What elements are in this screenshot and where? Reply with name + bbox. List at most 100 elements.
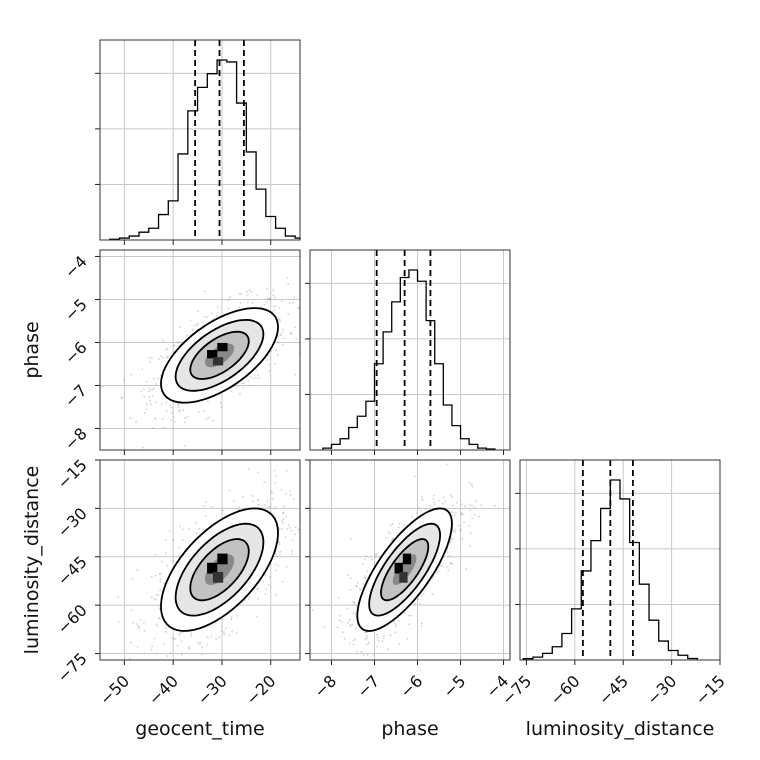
sample-point (315, 516, 317, 518)
y-tick-label: −7 (61, 381, 91, 411)
sample-point (352, 612, 355, 615)
sample-point (194, 521, 197, 524)
sample-point (283, 337, 286, 340)
sample-point (449, 562, 452, 565)
sample-point (285, 565, 288, 568)
sample-point (202, 321, 205, 324)
sample-point (198, 410, 200, 413)
sample-point (150, 357, 153, 360)
sample-point (153, 387, 155, 390)
sample-point (151, 395, 154, 398)
sample-point (337, 596, 340, 599)
sample-point (252, 500, 255, 503)
sample-point (359, 588, 361, 590)
sample-point (461, 538, 463, 541)
sample-point (363, 664, 365, 666)
sample-point (257, 503, 259, 506)
sample-point (441, 565, 444, 568)
sample-point (471, 485, 474, 488)
sample-point (468, 545, 471, 547)
sample-point (197, 641, 200, 644)
sample-point (270, 490, 272, 493)
sample-point (130, 609, 133, 612)
sample-point (198, 528, 201, 530)
sample-point (242, 386, 245, 389)
sample-point (275, 505, 277, 508)
sample-point (398, 643, 401, 646)
sample-point (448, 554, 451, 557)
sample-point (473, 506, 476, 509)
sample-point (142, 446, 145, 449)
sample-point (290, 333, 293, 336)
sample-point (258, 377, 260, 379)
sample-point (160, 560, 163, 563)
sample-point (229, 296, 232, 298)
sample-point (101, 386, 104, 388)
sample-point (292, 498, 295, 501)
sample-point (143, 652, 146, 655)
sample-point (155, 383, 157, 385)
sample-point (129, 417, 132, 420)
sample-point (200, 653, 203, 656)
sample-point (137, 624, 140, 627)
sample-point (298, 307, 300, 310)
sample-point (312, 315, 314, 317)
sample-point (367, 642, 370, 645)
sample-point (280, 331, 283, 334)
sample-point (355, 627, 357, 630)
sample-point (420, 625, 423, 628)
sample-point (432, 575, 435, 578)
sample-point (460, 512, 462, 515)
sample-point (392, 537, 395, 540)
sample-point (139, 618, 142, 621)
sample-point (210, 312, 213, 315)
sample-point (442, 502, 444, 505)
sample-point (364, 638, 367, 640)
sample-point (207, 400, 209, 403)
sample-point (339, 614, 341, 617)
axes-frame (99, 459, 301, 661)
sample-point (454, 528, 457, 531)
sample-point (169, 652, 171, 654)
sample-point (391, 538, 394, 541)
sample-point (273, 469, 276, 472)
sample-point (165, 356, 168, 359)
sample-point (158, 358, 160, 361)
sample-point (285, 492, 287, 495)
sample-point (338, 619, 341, 621)
sample-point (242, 495, 245, 498)
sample-point (154, 553, 157, 556)
sample-point (280, 334, 283, 336)
sample-point (389, 532, 391, 535)
sample-point (206, 316, 208, 319)
sample-point (239, 393, 241, 396)
sample-point (232, 500, 235, 502)
sample-point (281, 520, 283, 522)
sample-point (325, 286, 327, 288)
sample-point (421, 496, 423, 499)
sample-point (237, 508, 240, 511)
sample-point (197, 310, 200, 313)
sample-point (218, 636, 221, 638)
sample-point (256, 598, 259, 600)
sample-point (362, 583, 365, 585)
x-tick-label: −30 (193, 671, 230, 708)
sample-point (447, 569, 450, 572)
sample-point (132, 621, 134, 624)
y-tick-label: −4 (61, 252, 91, 282)
sample-point (165, 552, 167, 554)
sample-point (385, 537, 388, 539)
sample-point (311, 609, 314, 611)
sample-point (254, 376, 257, 379)
sample-point (153, 637, 156, 640)
sample-point (274, 563, 277, 566)
sample-point (149, 389, 152, 392)
sample-point (431, 577, 434, 580)
sample-point (245, 291, 248, 293)
sample-point (274, 349, 277, 352)
sample-point (265, 588, 267, 591)
sample-point (179, 525, 182, 528)
sample-point (452, 537, 454, 540)
sample-point (181, 528, 184, 531)
sample-point (286, 469, 288, 472)
